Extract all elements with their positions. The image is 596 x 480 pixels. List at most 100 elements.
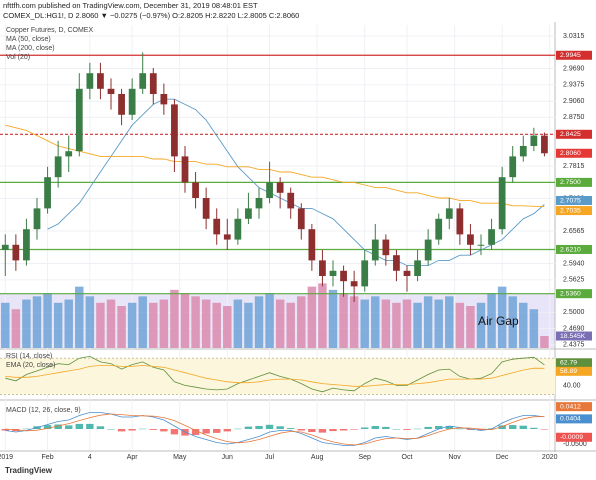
candle-body bbox=[75, 88, 83, 152]
price-tag bbox=[556, 195, 592, 205]
candle-body bbox=[86, 73, 94, 89]
volume-bar bbox=[318, 283, 327, 348]
volume-bar bbox=[201, 299, 211, 348]
histogram-bar bbox=[75, 423, 83, 429]
volume-bar bbox=[275, 299, 285, 348]
volume-bar bbox=[180, 293, 190, 348]
legend-entry: MA (200, close) bbox=[6, 45, 55, 52]
candle-body bbox=[255, 197, 263, 209]
x-tick-label: Nov bbox=[448, 454, 461, 461]
histogram-bar bbox=[371, 426, 379, 429]
histogram-bar bbox=[191, 429, 200, 435]
candle-body bbox=[467, 234, 474, 245]
y-tick-label: 2.8750 bbox=[563, 114, 585, 121]
legend-entry: RSI (14, close) bbox=[6, 353, 52, 360]
x-tick-label: 2019 bbox=[0, 454, 13, 461]
histogram-bar bbox=[202, 429, 210, 434]
macd-line bbox=[5, 412, 545, 446]
symbol-line: COMEX_DL:HG1!, D 2.8060 ▼ −0.0275 (−0.97… bbox=[3, 11, 299, 20]
y-tick-label: 2.4375 bbox=[563, 342, 585, 349]
price-tag bbox=[556, 432, 592, 442]
volume-bar bbox=[191, 296, 200, 348]
histogram-bar bbox=[128, 429, 136, 431]
volume-bar bbox=[149, 302, 158, 348]
volume-bar bbox=[402, 299, 412, 348]
price-tag bbox=[556, 331, 592, 341]
candle-body bbox=[530, 135, 538, 146]
y-tick-label: 2.9060 bbox=[563, 98, 585, 105]
histogram-bar bbox=[456, 428, 464, 430]
volume-bar bbox=[254, 296, 264, 348]
candle-body bbox=[149, 73, 157, 94]
histogram-bar bbox=[318, 429, 327, 433]
histogram-bar bbox=[329, 429, 337, 432]
x-tick-label: 2020 bbox=[542, 454, 558, 461]
legend-entry: EMA (20, close) bbox=[6, 362, 55, 369]
candle-body bbox=[340, 270, 347, 282]
price-tag-label: 2.8060 bbox=[560, 150, 581, 157]
histogram-bar bbox=[1, 429, 9, 431]
candle-body bbox=[477, 244, 485, 246]
histogram-bar bbox=[445, 426, 453, 429]
x-tick-label: May bbox=[173, 454, 187, 461]
histogram-bar bbox=[170, 429, 179, 435]
candle-body bbox=[498, 177, 506, 230]
candle-body bbox=[393, 255, 400, 271]
candle-body bbox=[541, 135, 548, 154]
rsi-band bbox=[0, 358, 555, 395]
volume-bar bbox=[233, 299, 243, 348]
candle-body bbox=[33, 208, 41, 230]
legend-title: Copper Futures, D, COMEX bbox=[6, 27, 93, 34]
histogram-bar bbox=[43, 425, 52, 429]
histogram-bar bbox=[361, 427, 369, 429]
histogram-bar bbox=[413, 428, 422, 430]
price-tag-label: 62.79 bbox=[560, 360, 577, 367]
histogram-bar bbox=[96, 426, 105, 429]
candle-body bbox=[107, 88, 115, 94]
histogram-bar bbox=[403, 429, 411, 430]
price-tag bbox=[556, 50, 592, 60]
volume-bar bbox=[64, 299, 73, 348]
volume-bar bbox=[32, 296, 42, 348]
candle-body bbox=[192, 182, 199, 198]
histogram-bar bbox=[265, 424, 274, 429]
volume-bar bbox=[43, 293, 52, 348]
candle-body bbox=[44, 177, 51, 209]
histogram-bar bbox=[86, 423, 94, 429]
y-tick-label: 3.0315 bbox=[563, 33, 585, 40]
candle-body bbox=[181, 156, 189, 183]
legend-entry: MA (50, close) bbox=[6, 36, 51, 43]
candle-body bbox=[139, 73, 147, 89]
candle-body bbox=[361, 260, 369, 287]
volume-bar bbox=[519, 302, 528, 348]
histogram-bar bbox=[244, 426, 253, 429]
candle-body bbox=[509, 156, 517, 178]
candle-body bbox=[223, 234, 231, 240]
candle-body bbox=[12, 244, 20, 261]
volume-bar bbox=[117, 306, 126, 348]
price-tag bbox=[556, 289, 592, 299]
volume-bar bbox=[540, 336, 549, 348]
volume-bar bbox=[339, 293, 348, 348]
histogram-bar bbox=[234, 428, 242, 430]
volume-bar bbox=[212, 302, 221, 348]
y-tick-label: -0.0500 bbox=[563, 441, 587, 448]
histogram-bar bbox=[213, 429, 221, 433]
volume-bar bbox=[423, 296, 433, 348]
histogram-bar bbox=[223, 429, 231, 432]
candle-body bbox=[1, 244, 9, 250]
histogram-bar bbox=[350, 429, 358, 430]
volume-bar bbox=[476, 302, 486, 348]
indicator-line bbox=[5, 365, 545, 387]
volume-bar bbox=[297, 296, 306, 348]
indicator-line bbox=[5, 355, 545, 393]
volume-bar bbox=[466, 306, 475, 348]
volume-bar bbox=[53, 302, 63, 348]
histogram-bar bbox=[540, 429, 549, 430]
histogram-bar bbox=[117, 429, 126, 432]
x-tick-label: 4 bbox=[88, 454, 92, 461]
candle-body bbox=[350, 281, 358, 287]
publisher: nfttfh.com published on TradingView.com,… bbox=[3, 1, 258, 10]
candle-body bbox=[488, 229, 495, 245]
candle-body bbox=[160, 93, 168, 105]
